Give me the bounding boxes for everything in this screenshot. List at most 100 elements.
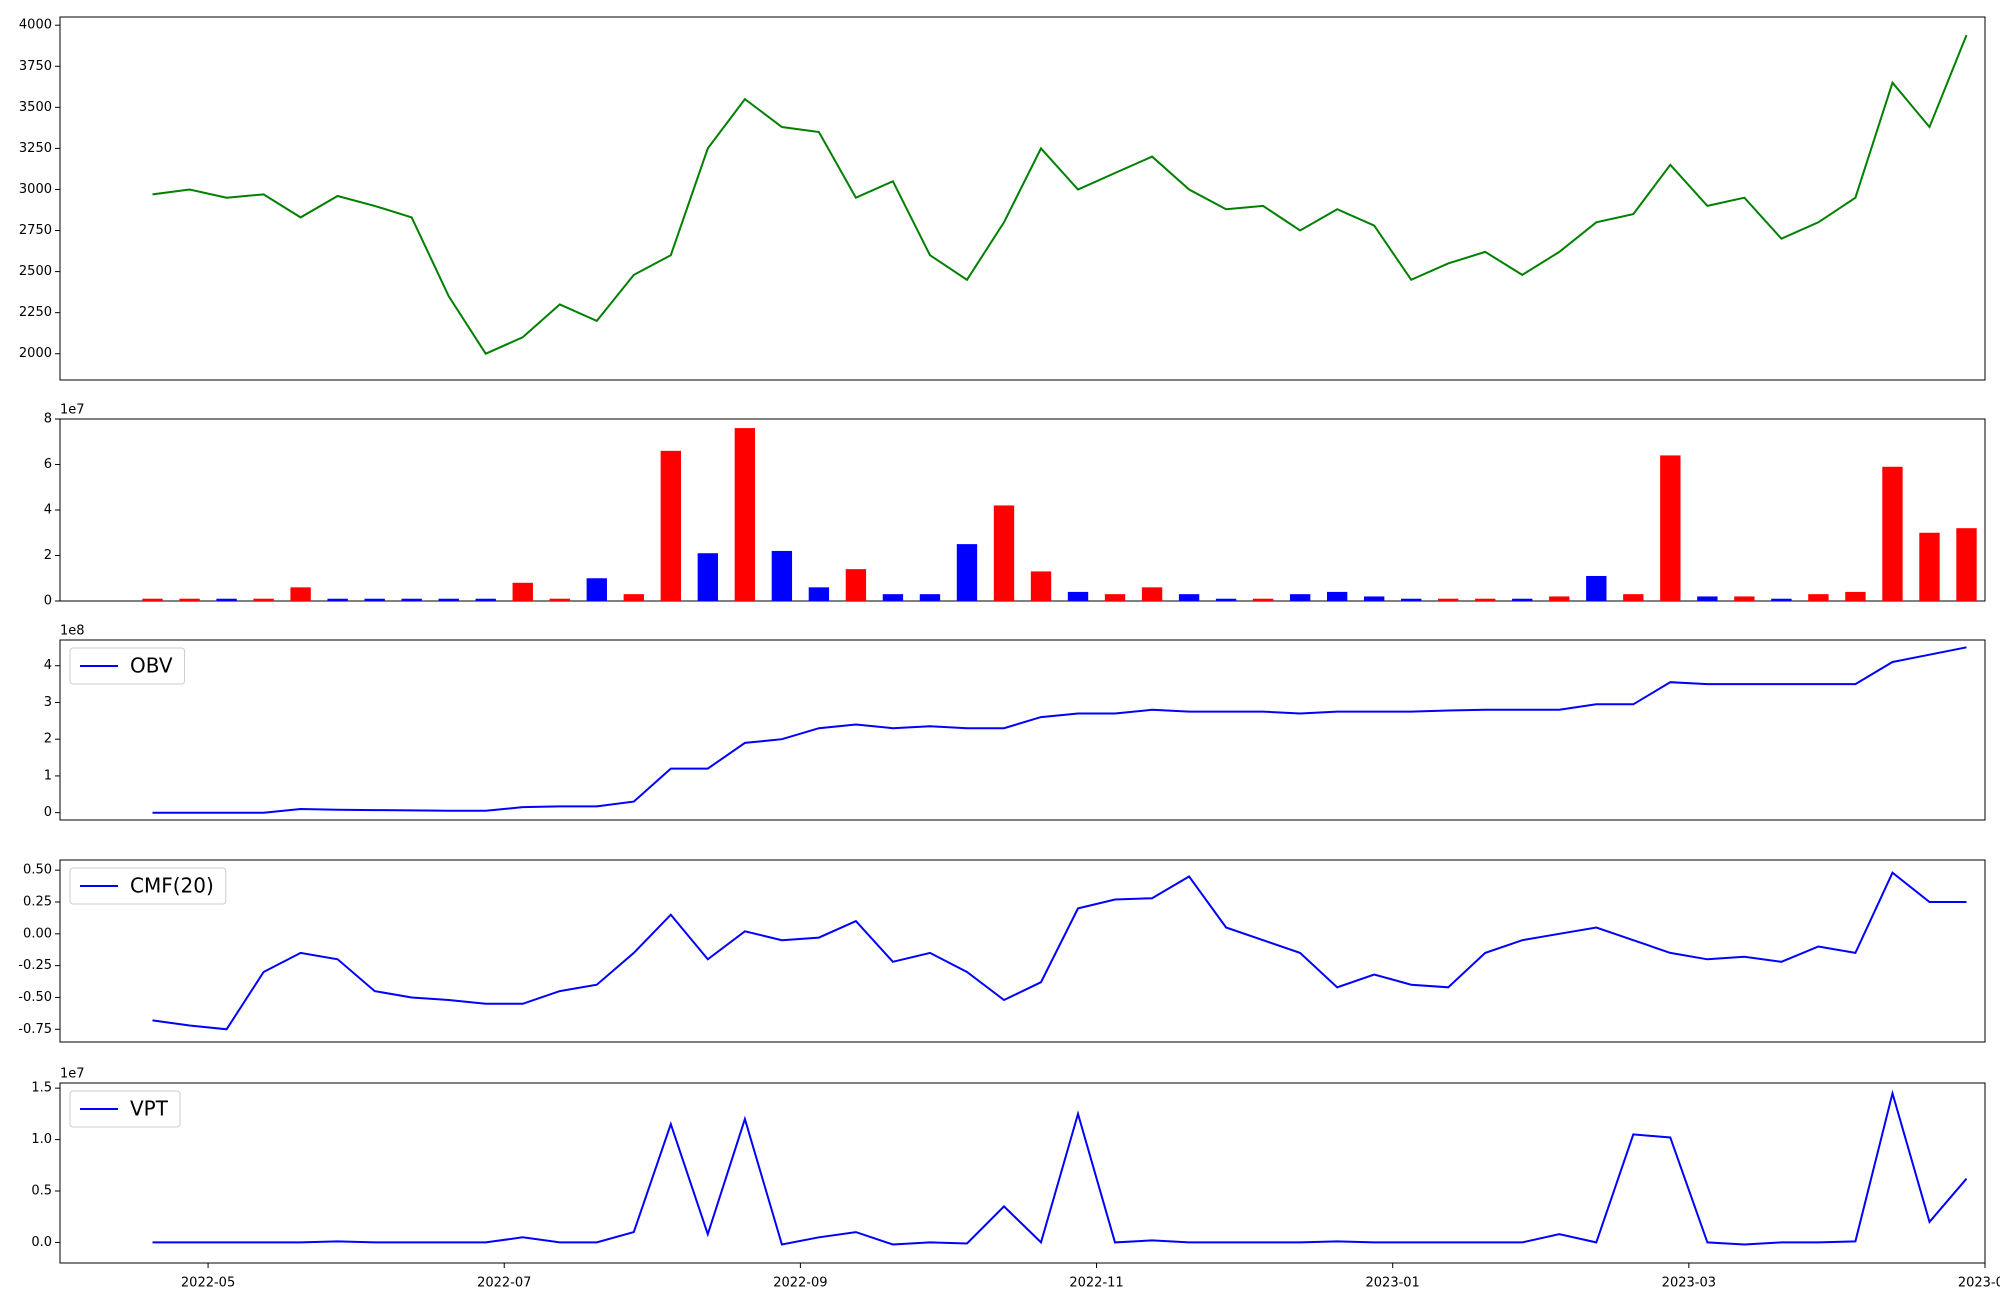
bar: [1845, 591, 1866, 601]
y-tick-label: 4: [44, 503, 52, 518]
x-tick-label: 2022-05: [181, 1276, 235, 1291]
bar: [1660, 455, 1681, 601]
y-tick-label: -0.50: [18, 990, 52, 1005]
y-tick-label: 2000: [19, 346, 52, 361]
y-tick-label: 0.25: [23, 895, 52, 910]
x-tick-label: 2022-09: [773, 1276, 827, 1291]
bar: [401, 598, 422, 601]
legend-box: [69, 647, 186, 685]
legend-box: [69, 867, 227, 905]
y-tick-label: 2750: [19, 223, 52, 238]
bar: [1882, 466, 1903, 601]
series-line: [152, 1089, 1968, 1246]
plot-frame: [59, 639, 1986, 821]
bar: [1734, 596, 1755, 601]
bar: [1215, 598, 1237, 601]
bar: [697, 553, 719, 601]
plot-frame: [59, 16, 1986, 381]
bar: [253, 598, 274, 601]
y-tick-label: 0.50: [23, 863, 52, 878]
legend-box: [69, 1090, 181, 1128]
bar: [1512, 598, 1533, 601]
bar: [364, 598, 385, 601]
y-tick-label: 4: [44, 658, 52, 673]
y-tick-label: 0: [44, 805, 52, 820]
bar: [882, 594, 904, 601]
legend-label: OBV: [130, 654, 173, 678]
bar: [1623, 594, 1644, 601]
y-tick-label: 1: [44, 768, 52, 783]
bar: [919, 594, 941, 601]
bar: [216, 598, 237, 601]
bar: [1401, 598, 1422, 601]
bar: [142, 598, 163, 601]
bar: [1697, 596, 1718, 601]
plot-frame: [59, 418, 1986, 602]
y-tick-label: 3750: [19, 59, 52, 74]
y-tick-label: 6: [44, 457, 52, 472]
bar: [1104, 594, 1126, 601]
y-tick-label: 2250: [19, 305, 52, 320]
bar: [512, 582, 533, 601]
bar: [1771, 598, 1792, 601]
y-tick-label: 0.00: [23, 926, 52, 941]
y-tick-label: 0.5: [31, 1184, 52, 1199]
y-tick-label: 2: [44, 732, 52, 747]
y-tick-label: -0.25: [18, 958, 52, 973]
bar: [1326, 591, 1348, 601]
legend-label: VPT: [130, 1097, 169, 1121]
series-line: [152, 34, 1968, 355]
bar: [808, 587, 830, 601]
bar: [1919, 532, 1940, 601]
series-line: [152, 871, 1967, 1031]
bar: [179, 598, 200, 601]
y-tick-label: 3500: [19, 100, 52, 115]
bar: [290, 587, 311, 601]
bar: [1252, 598, 1274, 601]
bar: [956, 544, 978, 601]
bar: [1956, 528, 1977, 601]
bar: [1364, 596, 1385, 601]
offset-label: 1e8: [60, 624, 85, 639]
y-tick-label: 0.0: [31, 1235, 52, 1250]
bar: [1141, 587, 1163, 601]
offset-label: 1e7: [60, 403, 85, 418]
y-tick-label: 8: [44, 412, 52, 427]
y-tick-label: 4000: [19, 18, 52, 33]
x-tick-label: 2023-01: [1366, 1276, 1420, 1291]
bar: [623, 594, 644, 601]
offset-label: 1e7: [60, 1067, 85, 1082]
bar: [1178, 594, 1200, 601]
bar: [1808, 594, 1829, 601]
y-tick-label: 1.5: [31, 1081, 52, 1096]
y-tick-label: -0.75: [18, 1022, 52, 1037]
y-tick-label: 3: [44, 695, 52, 710]
bar: [1067, 591, 1089, 601]
bar: [1438, 598, 1459, 601]
bar: [771, 550, 793, 601]
y-tick-label: 3000: [19, 182, 52, 197]
bar: [1549, 596, 1570, 601]
bar: [475, 598, 496, 601]
bar: [734, 428, 756, 601]
plot-frame: [59, 859, 1986, 1043]
y-tick-label: 2500: [19, 264, 52, 279]
bar: [1289, 594, 1311, 601]
x-tick-label: 2022-11: [1069, 1276, 1123, 1291]
bar: [586, 578, 607, 601]
bar: [660, 450, 681, 601]
plot-frame: [59, 1082, 1986, 1264]
bar: [438, 598, 459, 601]
bar: [327, 598, 348, 601]
bar: [1475, 598, 1496, 601]
y-tick-label: 2: [44, 548, 52, 563]
bar: [845, 569, 867, 601]
bar: [549, 598, 570, 601]
y-tick-label: 0: [44, 594, 52, 609]
series-line: [152, 646, 1967, 814]
legend-label: CMF(20): [130, 874, 214, 898]
bar: [1030, 571, 1052, 601]
bar: [1586, 575, 1607, 601]
x-tick-label: 2022-07: [477, 1276, 531, 1291]
